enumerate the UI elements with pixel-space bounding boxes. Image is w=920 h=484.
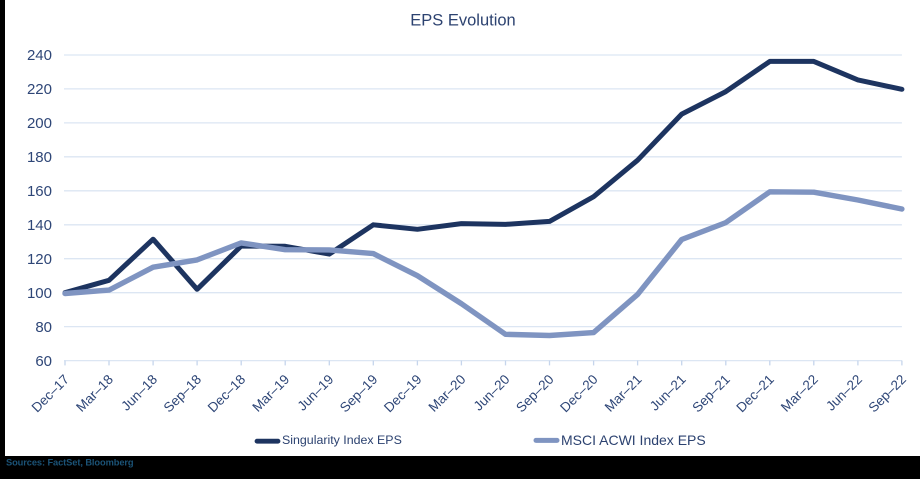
svg-text:100: 100 <box>27 285 52 302</box>
svg-text:180: 180 <box>27 149 52 166</box>
svg-text:220: 220 <box>27 81 52 98</box>
svg-text:160: 160 <box>27 183 52 200</box>
svg-text:140: 140 <box>27 217 52 234</box>
svg-text:200: 200 <box>27 115 52 132</box>
svg-text:80: 80 <box>35 319 52 336</box>
svg-text:Singularity Index EPS: Singularity Index EPS <box>282 433 402 447</box>
svg-text:120: 120 <box>27 251 52 268</box>
svg-text:Sources: FactSet, Bloomberg: Sources: FactSet, Bloomberg <box>6 458 134 468</box>
svg-text:240: 240 <box>27 47 52 64</box>
svg-text:MSCI ACWI Index EPS: MSCI ACWI Index EPS <box>561 432 706 448</box>
svg-text:60: 60 <box>35 353 52 370</box>
svg-text:EPS Evolution: EPS Evolution <box>410 12 515 30</box>
